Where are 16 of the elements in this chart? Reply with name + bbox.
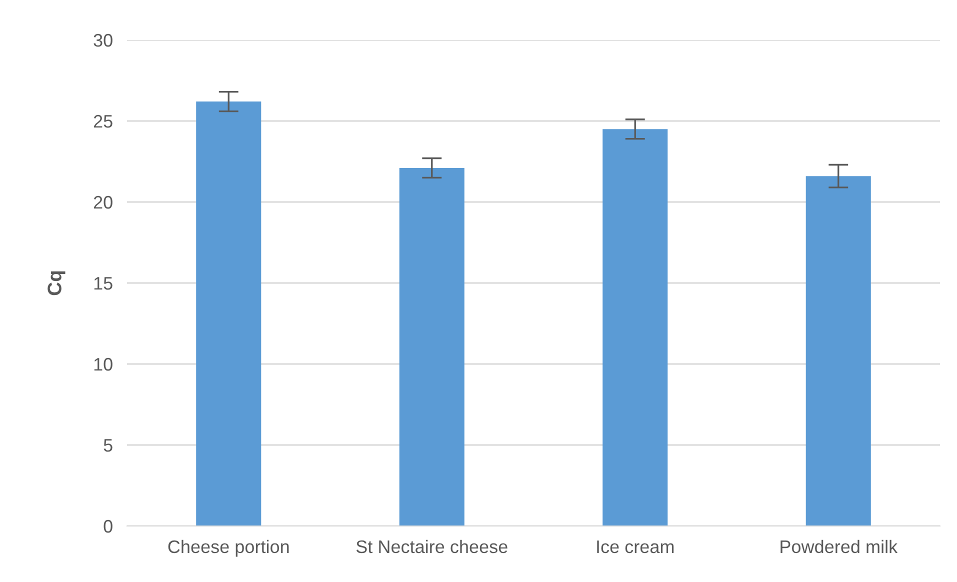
x-tick-label: Powdered milk (780, 540, 898, 554)
x-tick-label: Ice cream (597, 540, 674, 554)
bar (196, 102, 262, 526)
y-tick-label: 10 (94, 358, 112, 371)
y-tick-label: 5 (104, 439, 112, 452)
y-axis-title: Cq (48, 271, 66, 296)
y-tick-label: 20 (94, 196, 112, 209)
bar (399, 168, 464, 526)
y-tick-label: 30 (94, 34, 112, 47)
bar (806, 176, 871, 526)
bar (602, 129, 668, 526)
y-tick-label: 0 (104, 520, 112, 533)
y-tick-label: 15 (94, 277, 112, 290)
x-tick-label: Cheese portion (168, 540, 289, 557)
x-tick-label: St Nectaire cheese (356, 540, 508, 554)
y-tick-label: 25 (94, 114, 112, 128)
